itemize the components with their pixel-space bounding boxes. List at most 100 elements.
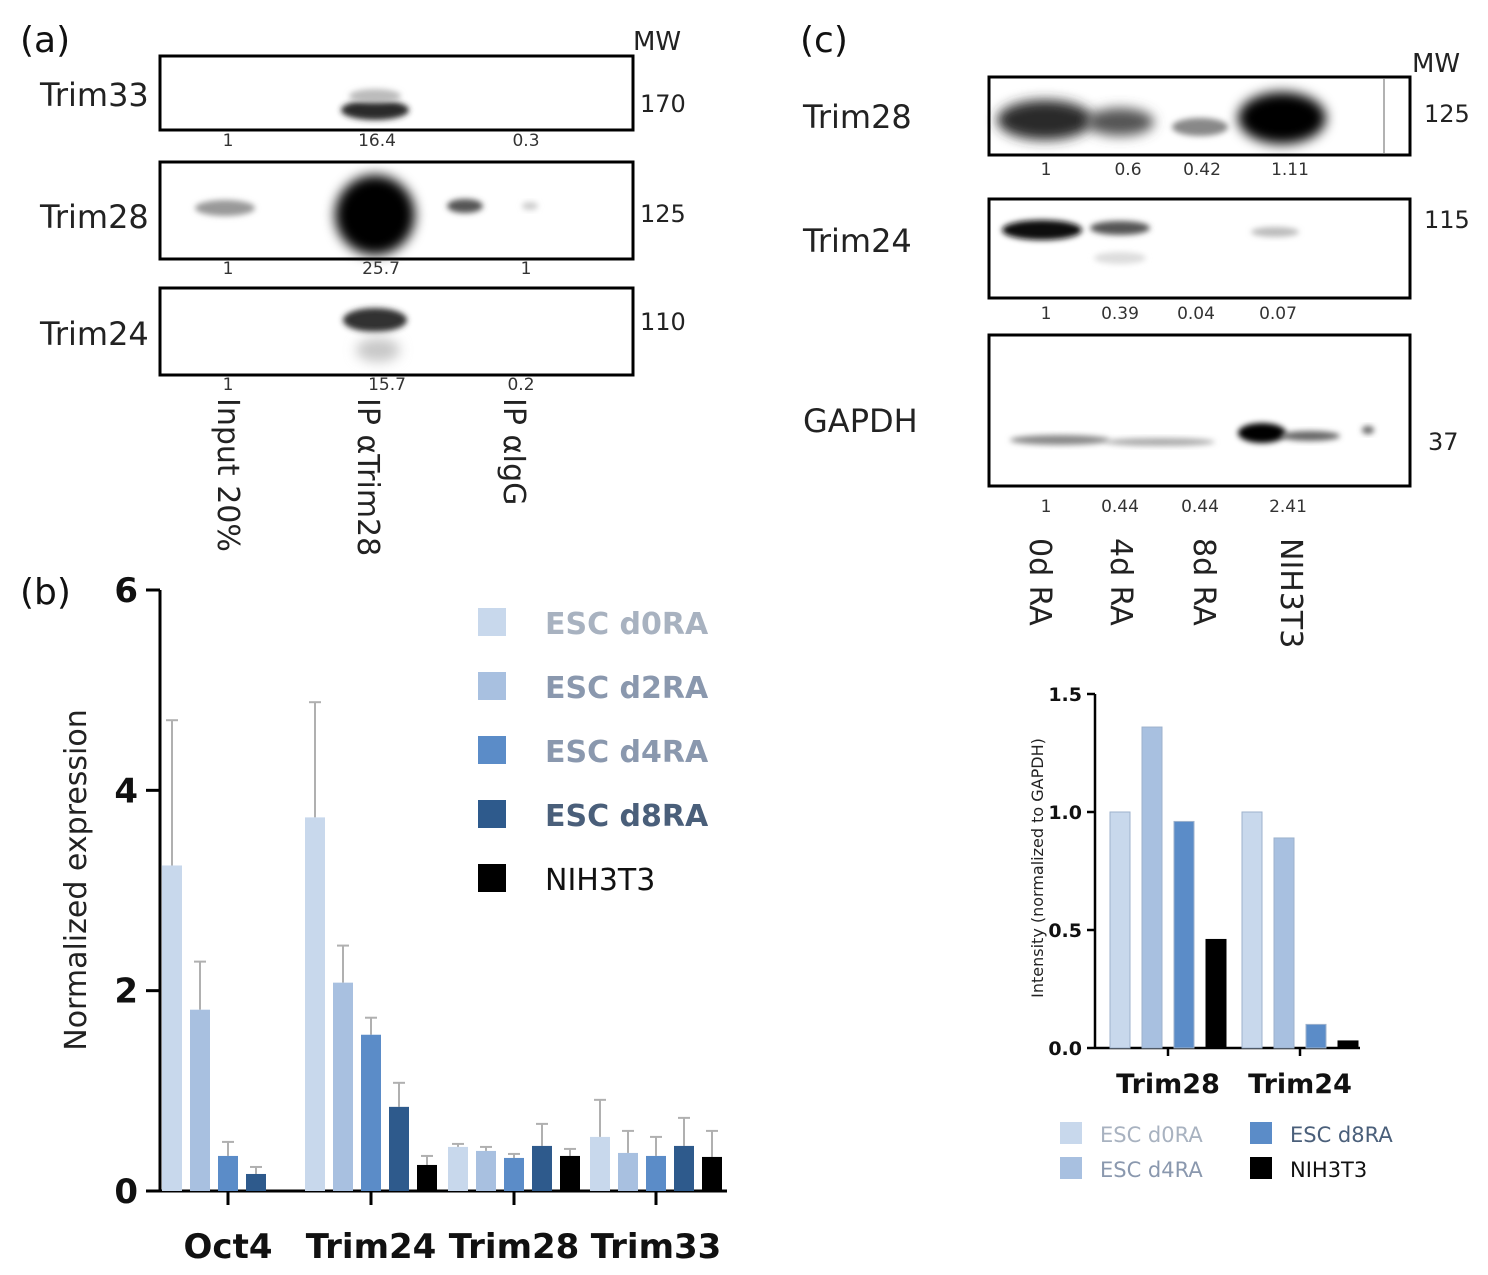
bar bbox=[162, 865, 182, 1191]
band bbox=[1280, 431, 1340, 441]
lane-label: IP αTrim28 bbox=[350, 398, 385, 556]
legend-label: ESC d2RA bbox=[545, 671, 709, 706]
lane-label: 8d RA bbox=[1186, 538, 1221, 626]
quant-value: 1.11 bbox=[1271, 160, 1309, 180]
band bbox=[356, 338, 400, 362]
bar bbox=[1205, 938, 1227, 1049]
mw-value: 115 bbox=[1424, 206, 1470, 234]
quant-value: 0.44 bbox=[1101, 497, 1139, 517]
bar bbox=[1273, 837, 1295, 1049]
panel-a-mw-header: MW bbox=[633, 27, 681, 57]
bar bbox=[389, 1106, 409, 1191]
legend-swatch bbox=[1250, 1122, 1272, 1144]
legend-label: NIH3T3 bbox=[1290, 1158, 1367, 1182]
mw-value: 170 bbox=[640, 90, 686, 118]
quant-value: 15.7 bbox=[368, 375, 406, 395]
bar bbox=[1109, 811, 1131, 1049]
band bbox=[997, 100, 1093, 140]
legend-swatch bbox=[478, 672, 506, 700]
legend-swatch bbox=[1250, 1157, 1272, 1179]
legend-swatch bbox=[1060, 1157, 1082, 1179]
band bbox=[1238, 92, 1326, 144]
quant-value: 1 bbox=[1041, 160, 1052, 180]
lane-label: 0d RA bbox=[1022, 538, 1057, 626]
blot-label: Trim24 bbox=[802, 222, 912, 260]
panel-a-blot-trim33: Trim33 170 1 16.4 0.3 bbox=[39, 54, 686, 151]
blot-label: Trim28 bbox=[39, 198, 149, 236]
bar bbox=[590, 1136, 610, 1191]
quant-value: 0.3 bbox=[512, 131, 539, 151]
blot-frame bbox=[987, 75, 1412, 157]
bar bbox=[532, 1145, 552, 1191]
band bbox=[522, 202, 538, 210]
x-tick-label: Trim28 bbox=[449, 1227, 580, 1267]
quant-value: 0.6 bbox=[1114, 160, 1141, 180]
panel-a-letter: (a) bbox=[20, 20, 70, 61]
bar bbox=[674, 1145, 694, 1191]
quant-value: 1 bbox=[1041, 497, 1052, 517]
quant-value: 1 bbox=[223, 259, 234, 279]
legend-label: ESC d8RA bbox=[545, 799, 709, 834]
panel-a: (a) MW Trim33 170 1 16.4 0.3 Trim28 125 … bbox=[20, 20, 686, 556]
legend-swatch bbox=[478, 800, 506, 828]
panel-a-blot-trim28: Trim28 125 1 25.7 1 bbox=[39, 160, 686, 279]
x-tick-label: Trim28 bbox=[1116, 1069, 1220, 1100]
bar bbox=[190, 1009, 210, 1191]
bar bbox=[333, 982, 353, 1191]
bar bbox=[618, 1152, 638, 1191]
bar bbox=[246, 1173, 266, 1191]
lane-label: Input 20% bbox=[210, 398, 245, 552]
quant-value: 1 bbox=[521, 259, 532, 279]
bar bbox=[1305, 1023, 1327, 1049]
panel-b-letter: (b) bbox=[20, 572, 71, 613]
quant-value: 1 bbox=[223, 131, 234, 151]
y-axis-label: Intensity (normalized to GAPDH) bbox=[1028, 738, 1047, 998]
x-tick-label: Oct4 bbox=[184, 1227, 273, 1267]
band bbox=[1094, 252, 1146, 264]
y-tick-label: 0.5 bbox=[1048, 920, 1082, 942]
blot-frame bbox=[987, 333, 1412, 488]
bar bbox=[448, 1146, 468, 1191]
mw-value: 125 bbox=[640, 200, 686, 228]
blot-label: GAPDH bbox=[803, 402, 918, 440]
legend-swatch bbox=[478, 736, 506, 764]
legend-label: ESC d4RA bbox=[545, 735, 709, 770]
lane-label: 4d RA bbox=[1103, 538, 1138, 626]
legend-label: NIH3T3 bbox=[545, 863, 655, 898]
blot-label: Trim33 bbox=[39, 76, 149, 114]
quant-value: 1 bbox=[223, 375, 234, 395]
bar bbox=[218, 1155, 238, 1191]
band bbox=[1238, 423, 1286, 443]
panel-c-blot-trim24: Trim24 115 1 0.39 0.04 0.07 bbox=[802, 197, 1470, 324]
panel-c-blot-gapdh: GAPDH 37 1 0.44 0.44 2.41 bbox=[803, 333, 1459, 517]
quant-value: 0.07 bbox=[1259, 304, 1297, 324]
bar bbox=[476, 1150, 496, 1191]
band bbox=[447, 199, 483, 213]
blot-frame bbox=[158, 286, 635, 377]
legend-label: ESC d0RA bbox=[545, 607, 709, 642]
y-tick-label: 0 bbox=[114, 1172, 138, 1212]
band bbox=[1251, 227, 1299, 237]
bar bbox=[1241, 811, 1263, 1049]
x-tick-label: Trim24 bbox=[306, 1227, 437, 1267]
band bbox=[343, 308, 407, 332]
panel-c-letter: (c) bbox=[800, 20, 848, 61]
bar bbox=[1173, 820, 1195, 1049]
band bbox=[195, 200, 255, 216]
quant-value: 2.41 bbox=[1269, 497, 1307, 517]
band bbox=[1362, 426, 1374, 434]
band bbox=[1105, 438, 1215, 446]
band bbox=[1090, 221, 1150, 235]
y-axis-label: Normalized expression bbox=[59, 709, 94, 1050]
quant-value: 0.2 bbox=[507, 375, 534, 395]
quant-value: 1 bbox=[1041, 304, 1052, 324]
mw-value: 125 bbox=[1424, 100, 1470, 128]
blot-label: Trim24 bbox=[39, 315, 149, 353]
panel-c-mw-header: MW bbox=[1412, 49, 1460, 79]
band bbox=[1086, 108, 1154, 136]
mw-value: 110 bbox=[640, 308, 686, 336]
quant-value: 0.42 bbox=[1183, 160, 1221, 180]
y-tick-label: 1.0 bbox=[1048, 802, 1082, 824]
legend-swatch bbox=[478, 608, 506, 636]
